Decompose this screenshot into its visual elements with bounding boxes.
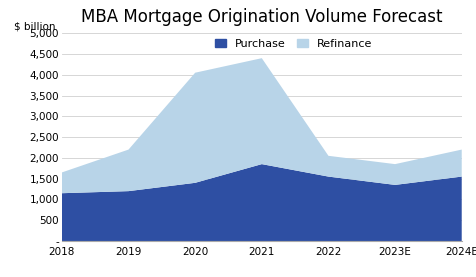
Title: MBA Mortgage Origination Volume Forecast: MBA Mortgage Origination Volume Forecast <box>81 8 443 26</box>
Legend: Purchase, Refinance: Purchase, Refinance <box>215 39 372 49</box>
Text: $ billion: $ billion <box>14 21 55 31</box>
